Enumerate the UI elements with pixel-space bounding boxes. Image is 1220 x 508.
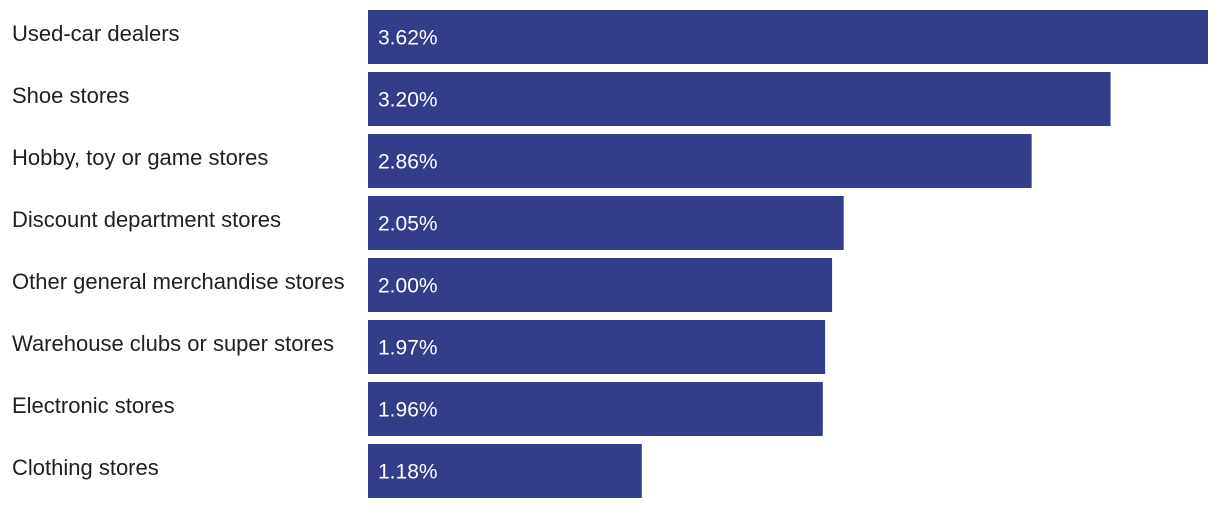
value-label-5: 1.97%: [378, 337, 438, 360]
category-label-2: Hobby, toy or game stores: [12, 145, 268, 170]
value-label-7: 1.18%: [378, 461, 438, 484]
bar-5: [368, 320, 826, 374]
bar-4: [368, 258, 833, 312]
category-label-4: Other general merchandise stores: [12, 269, 345, 294]
value-label-1: 3.20%: [378, 89, 438, 112]
value-label-3: 2.05%: [378, 213, 438, 236]
value-label-0: 3.62%: [378, 27, 438, 50]
value-label-6: 1.96%: [378, 399, 438, 422]
category-label-3: Discount department stores: [12, 207, 281, 232]
category-label-0: Used-car dealers: [12, 21, 180, 46]
category-label-7: Clothing stores: [12, 455, 159, 480]
bar-2: [368, 134, 1032, 188]
category-labels-group: Used-car dealers Shoe stores Hobby, toy or…: [12, 21, 345, 480]
bar-3: [368, 196, 844, 250]
bar-6: [368, 382, 823, 436]
bar-1: [368, 72, 1111, 126]
category-label-6: Electronic stores: [12, 393, 175, 418]
bar-0: [368, 10, 1208, 64]
value-label-4: 2.00%: [378, 275, 438, 298]
category-label-5: Warehouse clubs or super stores: [12, 331, 334, 356]
bar-7: [368, 444, 642, 498]
value-label-2: 2.86%: [378, 151, 438, 174]
value-labels-group: 3.62% 3.20% 2.86% 2.05% 2.00% 1.97% 1.96% 1.18%: [378, 27, 438, 484]
category-label-1: Shoe stores: [12, 83, 129, 108]
bars-group: [368, 10, 1208, 498]
